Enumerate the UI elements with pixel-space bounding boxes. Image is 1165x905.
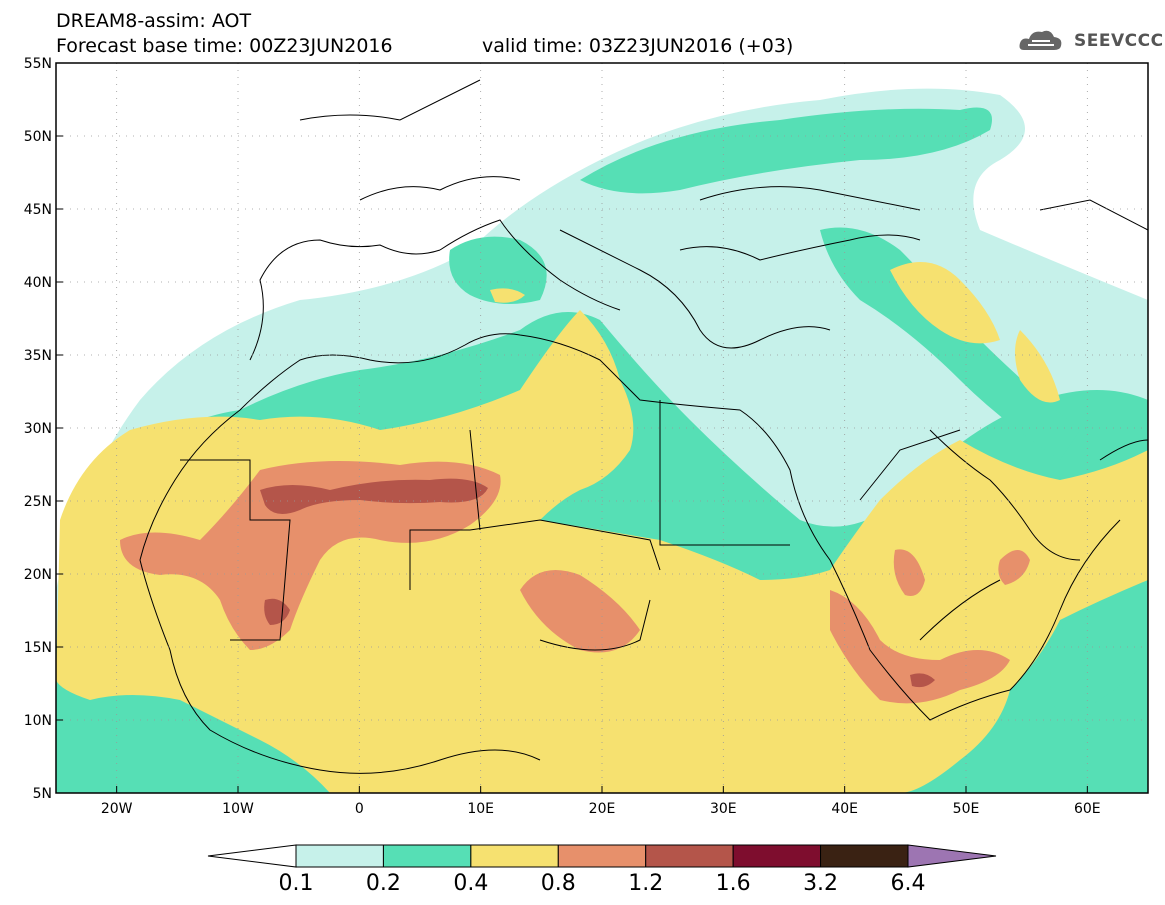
aot-field (56, 88, 1148, 793)
lon-label: 30E (710, 801, 737, 817)
colorbar-label: 1.6 (715, 871, 751, 896)
colorbar-box (732, 844, 822, 868)
colorbar-high-arrow (907, 844, 997, 868)
lon-label: 20W (101, 801, 133, 817)
cloud-logo-icon (1019, 30, 1062, 50)
lat-label: 30N (24, 421, 52, 437)
colorbar-label: 0.8 (540, 871, 576, 896)
lat-label: 40N (24, 275, 52, 291)
lon-label: 40E (831, 801, 858, 817)
lat-label: 35N (24, 348, 52, 364)
aot-band-1.2 (260, 478, 488, 514)
lat-label: 55N (24, 56, 52, 72)
lat-label: 5N (33, 786, 52, 802)
colorbar-box (382, 844, 472, 868)
colorbar-low-arrow (207, 844, 297, 868)
lat-label: 25N (24, 494, 52, 510)
lon-label: 0 (355, 801, 364, 817)
colorbar-label: 0.2 (365, 871, 401, 896)
colorbar (207, 844, 997, 868)
lon-label: 60E (1074, 801, 1101, 817)
colorbar-label: 1.2 (628, 871, 664, 896)
forecast-base-time: Forecast base time: 00Z23JUN2016 (56, 35, 393, 57)
lat-label: 20N (24, 567, 52, 583)
lat-label: 50N (24, 129, 52, 145)
lon-label: 20E (589, 801, 616, 817)
lat-label: 45N (24, 202, 52, 218)
colorbar-box (645, 844, 734, 868)
colorbar-label: 6.4 (890, 871, 926, 896)
lon-label: 50E (953, 801, 980, 817)
logo-text: SEEVCCC (1074, 31, 1164, 51)
coastlines (139, 79, 1148, 774)
colorbar-box (557, 844, 647, 868)
colorbar-label: 0.4 (453, 871, 489, 896)
lat-label: 15N (24, 640, 52, 656)
aot-band-0.8 (120, 461, 501, 650)
colorbar-label: 3.2 (803, 871, 839, 896)
latitude-labels: 55N 50N 45N 40N 35N 30N 25N 20N 15N 10N 5N (24, 56, 63, 802)
lat-label: 10N (24, 713, 52, 729)
lon-label: 10W (222, 801, 254, 817)
colorbar-box (820, 844, 909, 868)
longitude-labels: 20W 10W 0 10E 20E 30E 40E 50E 60E (101, 786, 1101, 817)
lon-label: 10E (467, 801, 494, 817)
valid-time: valid time: 03Z23JUN2016 (+03) (482, 35, 794, 57)
colorbar-label: 0.1 (278, 871, 314, 896)
gridlines (56, 63, 1148, 793)
colorbar-box (470, 844, 559, 868)
colorbar-box (295, 844, 384, 868)
map-title: DREAM8-assim: AOT (56, 10, 252, 32)
